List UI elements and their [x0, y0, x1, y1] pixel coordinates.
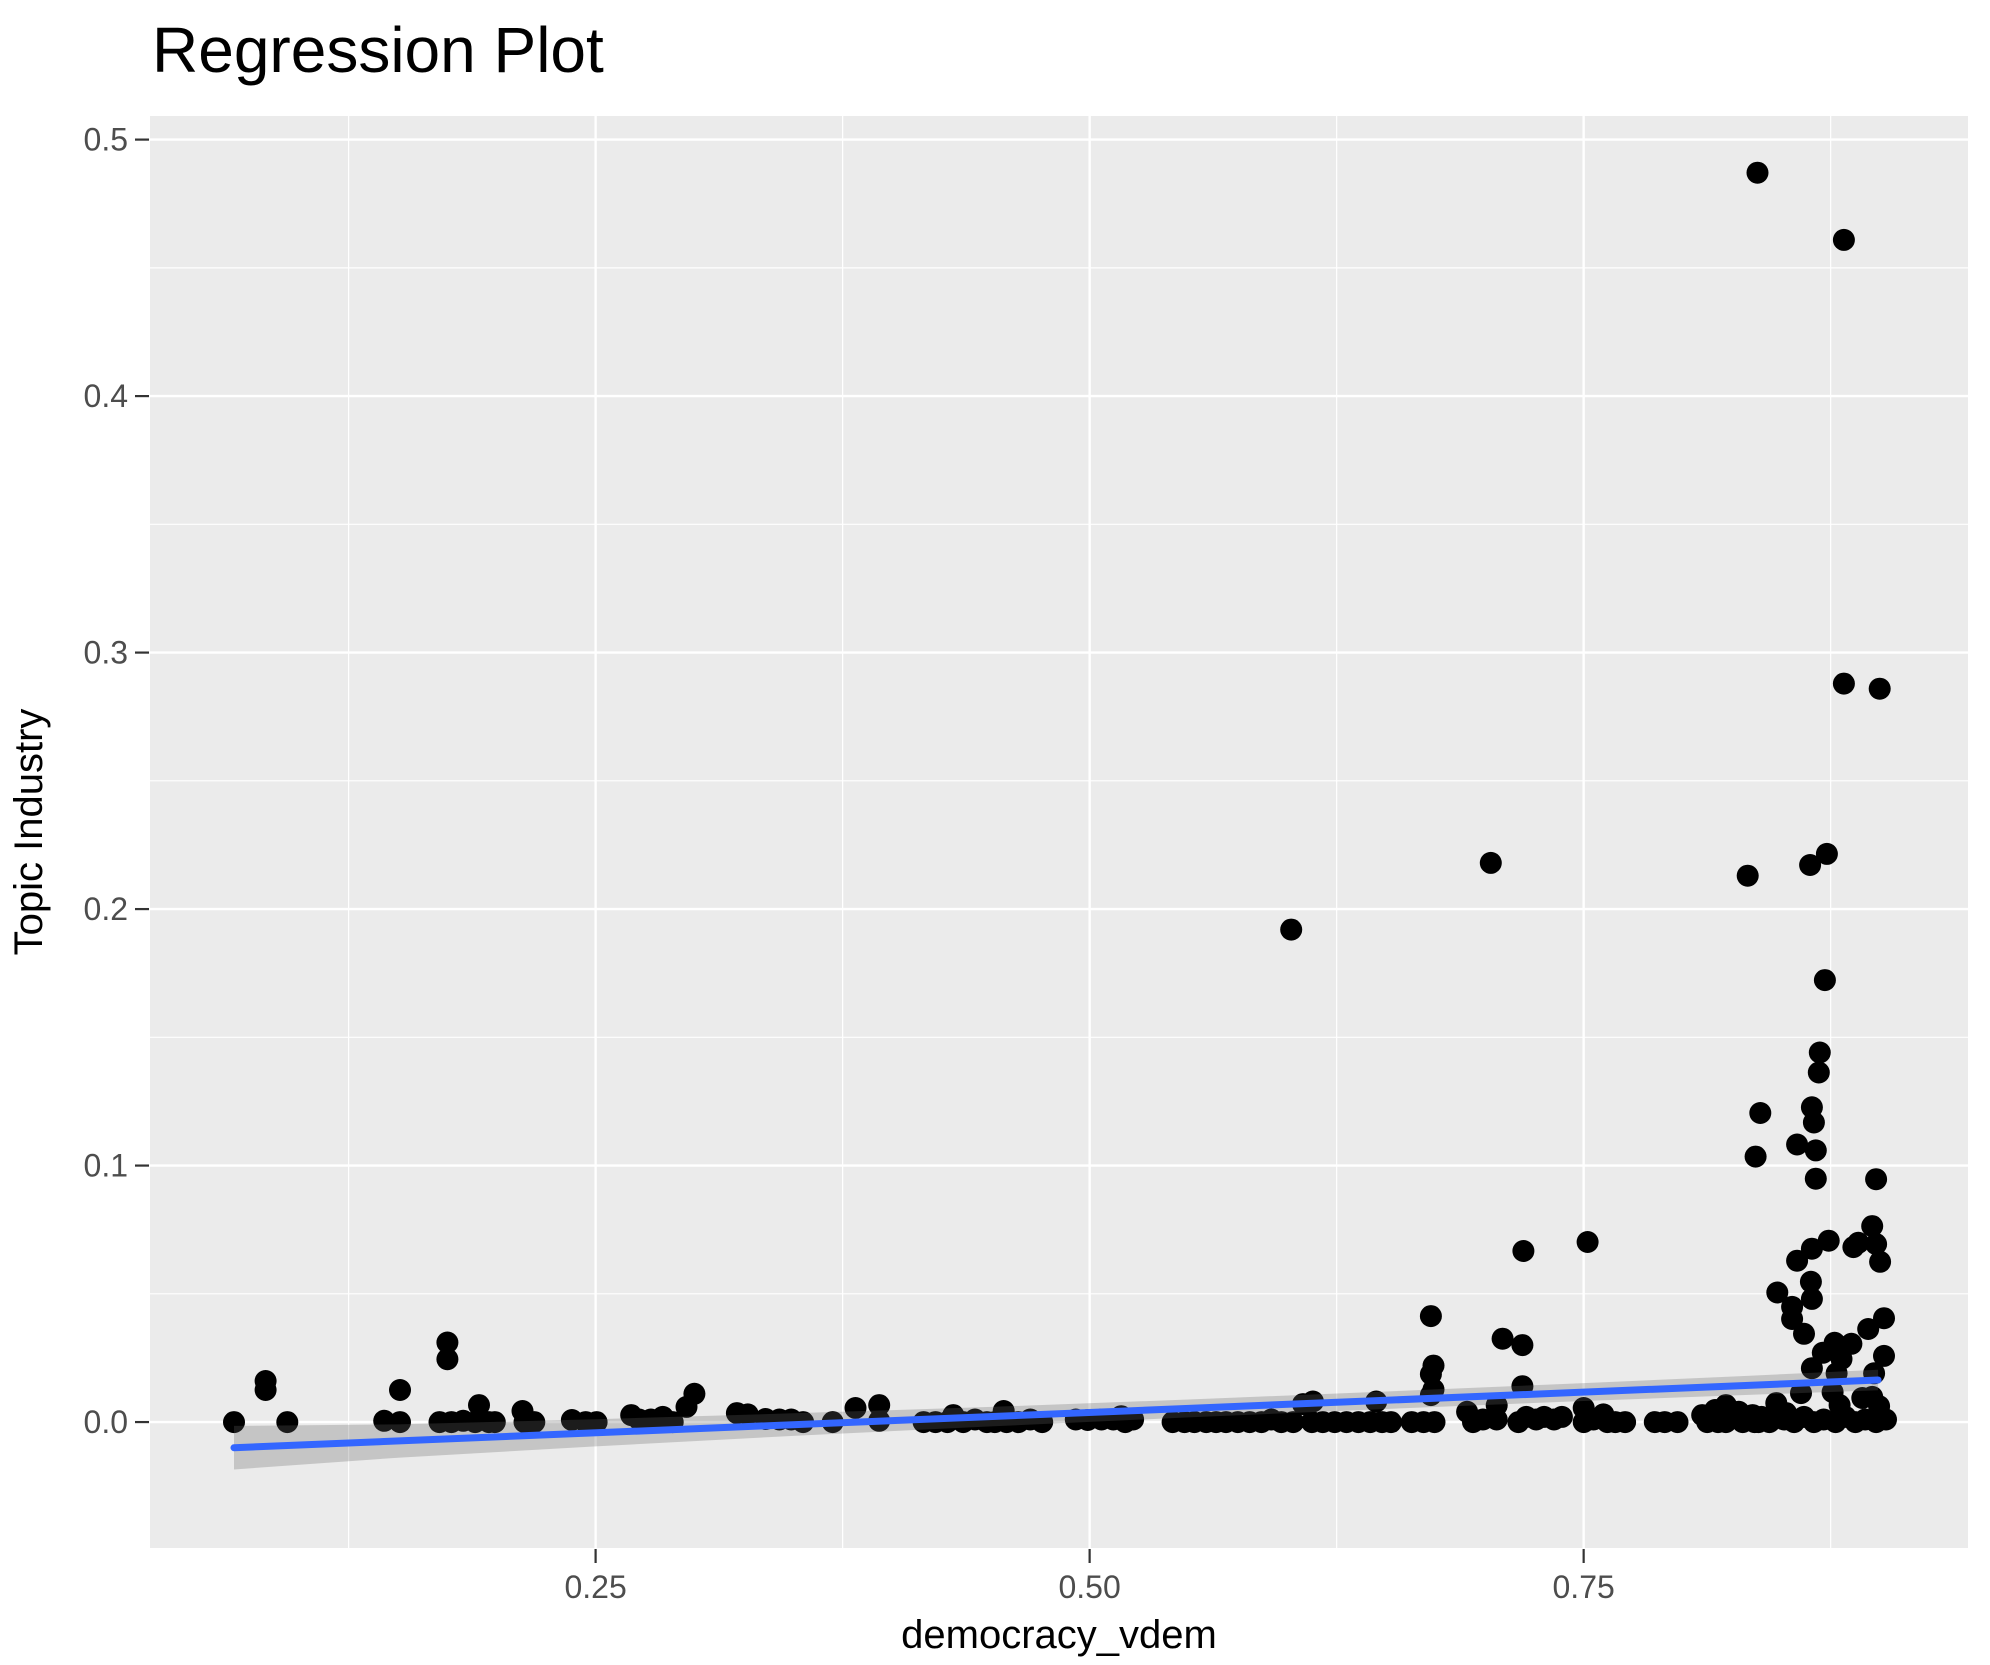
data-point [1576, 1231, 1599, 1253]
scatter-points-layer [223, 161, 1897, 1434]
data-point [1512, 1240, 1535, 1262]
data-point [1847, 1231, 1870, 1254]
data-point [1857, 1318, 1880, 1340]
data-point [1815, 842, 1838, 865]
y-tick-label: 0.1 [84, 1148, 128, 1184]
data-point [1865, 1168, 1888, 1191]
y-axis-title: Topic Industry [7, 709, 51, 956]
data-point [1479, 851, 1502, 874]
data-point [1666, 1411, 1689, 1434]
y-tick-label: 0.3 [84, 635, 128, 671]
data-point [389, 1379, 411, 1401]
plot-panel-layer [150, 116, 1968, 1548]
data-point [1832, 228, 1855, 251]
data-point [468, 1394, 490, 1417]
data-point [1807, 1061, 1830, 1084]
data-point [1817, 1229, 1840, 1252]
data-point [1736, 864, 1759, 887]
data-point [1804, 1139, 1827, 1162]
data-point [1875, 1408, 1897, 1431]
data-point [1861, 1215, 1884, 1238]
y-tick-label: 0.4 [84, 378, 128, 414]
data-point [254, 1379, 277, 1401]
x-tick-label: 0.25 [564, 1569, 626, 1605]
data-point [1491, 1327, 1514, 1350]
data-point [223, 1411, 245, 1434]
data-point [1793, 1322, 1815, 1345]
data-point [1766, 1281, 1789, 1304]
data-point [1423, 1411, 1446, 1434]
data-point [844, 1397, 867, 1419]
data-point [1746, 161, 1769, 184]
data-point [1744, 1145, 1767, 1168]
data-point [483, 1411, 506, 1434]
data-point [1550, 1405, 1573, 1428]
data-point [1790, 1382, 1812, 1405]
data-point [389, 1411, 411, 1434]
data-point [1869, 1250, 1892, 1273]
plot-title: Regression Plot [152, 14, 604, 86]
data-point [1781, 1308, 1804, 1330]
data-point [1800, 1237, 1823, 1260]
y-tick-label: 0.0 [84, 1404, 128, 1440]
regression-layer [230, 1369, 1882, 1470]
data-point [585, 1411, 608, 1434]
plot-panel [150, 116, 1968, 1548]
data-point [276, 1411, 299, 1434]
data-point [683, 1382, 706, 1405]
data-point [1851, 1387, 1874, 1409]
data-point [1749, 1102, 1772, 1124]
data-point [373, 1409, 396, 1432]
data-point [1380, 1411, 1402, 1434]
data-point [1868, 677, 1891, 700]
data-point [1865, 1233, 1888, 1256]
y-tick-label: 0.2 [84, 891, 128, 927]
data-point [1873, 1307, 1895, 1330]
data-point [1832, 672, 1855, 695]
data-point [1800, 1357, 1823, 1380]
data-point [436, 1331, 459, 1354]
data-point [1422, 1354, 1445, 1377]
y-tick-label: 0.5 [84, 122, 128, 158]
data-point [1804, 1167, 1827, 1190]
data-point [1813, 969, 1836, 992]
data-point [1786, 1249, 1809, 1272]
data-point [868, 1394, 891, 1417]
x-axis-title: democracy_vdem [901, 1613, 1217, 1657]
data-point [1799, 854, 1822, 876]
data-point [1799, 1270, 1822, 1293]
data-point [1802, 1111, 1825, 1134]
x-tick-label: 0.75 [1553, 1569, 1615, 1605]
data-point [436, 1348, 459, 1371]
regression-line [230, 1376, 1882, 1452]
data-point [1282, 1411, 1305, 1434]
data-point [1485, 1408, 1508, 1431]
data-point [1419, 1305, 1442, 1328]
x-tick-label: 0.50 [1058, 1569, 1120, 1605]
data-point [1280, 918, 1303, 941]
data-point [1873, 1344, 1895, 1367]
data-point [1800, 1287, 1823, 1310]
data-point [1614, 1411, 1637, 1434]
data-point [736, 1403, 759, 1426]
data-point [1786, 1133, 1809, 1156]
data-point [1811, 1341, 1834, 1364]
data-point [1808, 1041, 1831, 1064]
data-point [523, 1411, 546, 1434]
data-point [1511, 1334, 1534, 1357]
axis-layer: 0.25 0.50 0.75 0.0 0.1 0.2 0.3 0.4 0.5 [84, 122, 1615, 1605]
